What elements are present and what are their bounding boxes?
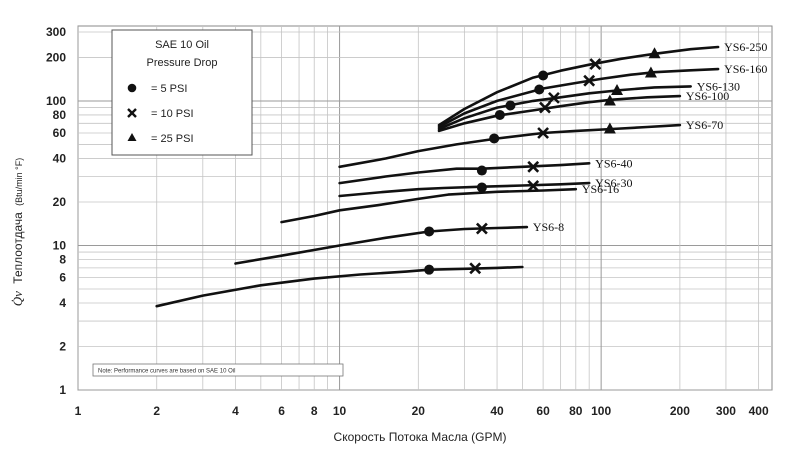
marker-triangle — [644, 66, 657, 78]
marker-circle — [424, 264, 435, 275]
x-tick-label: 80 — [569, 404, 583, 418]
series-label-ys6-40: YS6-40 — [595, 156, 632, 170]
y-tick-label: 8 — [59, 252, 66, 266]
marker-triangle — [603, 94, 616, 106]
marker-circle — [476, 165, 487, 176]
y-tick-label: 100 — [46, 94, 66, 108]
series-line-ys6-8 — [234, 225, 529, 265]
marker-circle — [424, 226, 435, 237]
x-tick-label: 300 — [716, 404, 736, 418]
marker-triangle — [648, 47, 661, 59]
legend: SAE 10 Oil Pressure Drop = 5 PSI = 10 PS… — [111, 29, 253, 156]
x-tick-label: 10 — [333, 404, 347, 418]
marker-x — [548, 91, 560, 104]
marker-x — [469, 262, 482, 275]
svg-text:Q̇v Теплоотдача: Q̇v Теплоотдача (Btu/min °F) — [10, 158, 25, 306]
series-layer — [155, 45, 720, 308]
legend-item-2-label: = 10 PSI — [151, 108, 194, 120]
series-line-ys6-100 — [437, 94, 682, 133]
series-label-ys6-130: YS6-130 — [697, 79, 740, 93]
marker-circle — [476, 182, 487, 193]
y-axis-title: Q̇v Теплоотдача (Btu/min °F) — [10, 158, 25, 306]
y-tick-label: 300 — [46, 25, 66, 39]
tick-labels: 1 2 4 6 8 10 20 40 60 80 100 200 300 4001246810204060… — [46, 25, 769, 418]
legend-title-line-1: SAE 10 Oil — [155, 39, 209, 51]
marker-x — [539, 101, 551, 114]
y-tick-label: 60 — [53, 126, 67, 140]
grid — [77, 25, 773, 391]
series-label-ys6-70: YS6-70 — [686, 118, 723, 132]
legend-marker-triangle-icon — [127, 133, 137, 141]
y-tick-label: 2 — [59, 339, 66, 353]
y-tick-label: 1 — [59, 383, 66, 397]
series-line-ys6-70 — [338, 123, 682, 169]
y-tick-label: 20 — [53, 195, 67, 209]
marker-x — [583, 74, 596, 87]
x-tick-label: 6 — [278, 404, 285, 418]
series-line-ys6-130 — [437, 85, 692, 131]
marker-circle — [534, 84, 545, 95]
marker-x — [527, 160, 540, 173]
series-label-ys6-250: YS6-250 — [724, 40, 767, 54]
legend-marker-x-icon — [127, 108, 137, 118]
x-tick-label: 8 — [311, 404, 318, 418]
x-tick-label: 40 — [490, 404, 504, 418]
y-axis-unit: (Btu/min °F) — [14, 158, 24, 206]
marker-circle — [538, 70, 549, 81]
x-tick-label: 4 — [232, 404, 239, 418]
x-tick-label: 2 — [153, 404, 160, 418]
series-label-ys6-100: YS6-100 — [686, 89, 729, 103]
series-line-ys6-40 — [338, 162, 591, 185]
marker-layer — [424, 47, 661, 275]
marker-circle — [494, 109, 505, 120]
y-tick-label: 40 — [53, 151, 67, 165]
legend-frame — [111, 29, 253, 156]
x-tick-label: 1 — [75, 404, 82, 418]
x-tick-label: 100 — [591, 404, 611, 418]
legend-item-3-label: = 25 PSI — [151, 133, 194, 145]
x-axis-title: Скорость Потока Масла (GPM) — [334, 430, 507, 444]
marker-x — [527, 180, 540, 192]
series-label-ys6-30: YS6-30 — [595, 176, 632, 190]
marker-x — [537, 127, 550, 139]
legend-marker-circle-icon — [127, 83, 137, 93]
marker-triangle — [603, 122, 616, 134]
marker-triangle — [611, 84, 624, 96]
y-tick-label: 4 — [59, 296, 66, 310]
x-tick-label: 60 — [536, 404, 550, 418]
x-tick-label: 200 — [670, 404, 690, 418]
note-text: Note: Performance curves are based on SA… — [98, 369, 235, 375]
legend-item-1-label: = 5 PSI — [151, 83, 187, 95]
series-label-ys6-16: YS6-16 — [582, 182, 619, 196]
y-tick-label: 6 — [59, 271, 66, 285]
y-axis-text: Теплоотдача — [11, 212, 25, 284]
x-tick-label: 400 — [749, 404, 769, 418]
legend-title-line-2: Pressure Drop — [147, 57, 218, 69]
marker-circle — [489, 133, 500, 144]
marker-x — [475, 222, 488, 235]
series-line-ys6-30 — [338, 181, 591, 198]
series-line-unlabeled-9 — [155, 265, 524, 308]
y-axis-symbol: Q̇v — [10, 291, 25, 306]
marker-x — [589, 58, 602, 70]
note: Note: Performance curves are based on SA… — [92, 363, 344, 377]
series-label-ys6-160: YS6-160 — [724, 62, 767, 76]
note-frame — [92, 363, 344, 377]
series-line-ys6-16 — [280, 187, 578, 224]
y-tick-label: 200 — [46, 50, 66, 64]
series-label-ys6-8: YS6-8 — [533, 220, 564, 234]
x-tick-label: 20 — [412, 404, 426, 418]
marker-circle — [505, 100, 516, 111]
y-tick-label: 80 — [53, 108, 67, 122]
y-tick-label: 10 — [53, 238, 67, 252]
series-line-ys6-250 — [437, 45, 720, 127]
